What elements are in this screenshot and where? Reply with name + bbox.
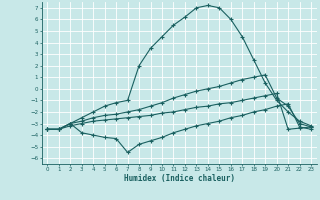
X-axis label: Humidex (Indice chaleur): Humidex (Indice chaleur) (124, 174, 235, 183)
